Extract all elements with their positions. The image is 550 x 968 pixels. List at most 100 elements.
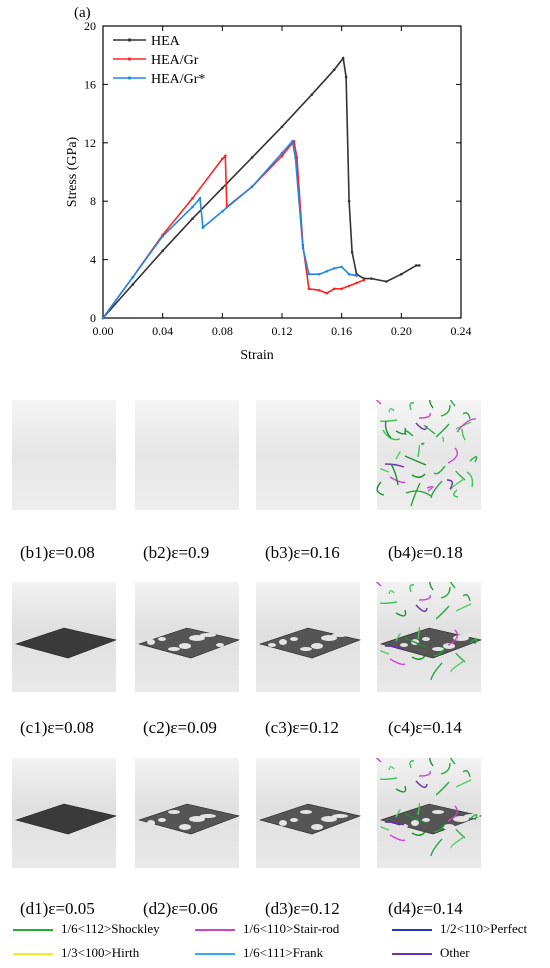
dislocation-line (379, 777, 398, 781)
legend-marker-2 (127, 76, 132, 80)
legend-label: 1/6<112>Shockley (61, 921, 160, 936)
series-point-1 (307, 287, 311, 291)
snapshot-b2 (131, 400, 243, 512)
legend-swatch (195, 929, 235, 932)
series-point-2 (347, 272, 351, 276)
snapshot-drawing (131, 400, 243, 512)
snapshot-drawing (258, 627, 362, 659)
x-tick-label: 0.04 (152, 324, 173, 338)
sheet-hole (189, 635, 205, 641)
dislocation-line (415, 780, 428, 789)
stress-strain-chart: 0.00 0.04 0.08 0.12 0.16 0.20 0.24 0 4 8 12 16 20 Str… (65, 19, 472, 363)
snapshot-drawing (258, 803, 362, 835)
series-point-2 (101, 316, 105, 320)
x-tick-label: 0.12 (272, 324, 293, 338)
snapshot-b1 (8, 400, 120, 512)
series-point-0 (161, 249, 164, 253)
graphene-sheet (258, 627, 362, 659)
dislocation-line (395, 609, 407, 617)
snapshot-caption: (b3)ε=0.16 (265, 543, 340, 562)
snapshot-caption: (d1)ε=0.05 (20, 899, 95, 918)
legend-label: 1/6<111>Frank (243, 945, 324, 960)
series-point-2 (317, 272, 321, 276)
snapshot-c3 (252, 582, 364, 694)
sheet-hole (332, 814, 348, 818)
sheet-hole (432, 647, 444, 651)
legend-marker-1 (127, 57, 132, 61)
snapshot-c4 (373, 582, 485, 694)
snapshot-caption: (c3)ε=0.12 (265, 718, 339, 737)
dislocation-line (380, 650, 390, 655)
dislocation-line (430, 838, 443, 857)
dislocation-line (395, 451, 401, 460)
dislocation-line (435, 605, 450, 620)
dislocation-line (390, 463, 399, 486)
dislocation-line (429, 400, 434, 409)
snapshot-caption: (b2)ε=0.9 (143, 543, 210, 562)
dislocation-line (395, 785, 407, 793)
legend-marker-0 (127, 38, 132, 42)
series-point-2 (201, 226, 205, 229)
dislocation-line (430, 662, 443, 681)
dislocation-line (441, 436, 445, 443)
dislocation-line (423, 424, 436, 435)
series-point-2 (198, 196, 202, 200)
dislocation-line (449, 582, 456, 589)
snapshot-b4 (373, 400, 485, 512)
sheet-hole (158, 818, 166, 822)
dislocation-line (405, 490, 432, 497)
sheet-hole (179, 824, 191, 830)
series-point-1 (340, 287, 343, 291)
dislocation-line (418, 770, 431, 777)
dislocation-line (380, 826, 390, 831)
legend-item: 1/6<112>Shockley (13, 921, 160, 937)
legend-swatch (13, 953, 53, 956)
dislocation-line (440, 586, 451, 599)
dislocation-line (410, 482, 421, 507)
dislocation-line (395, 427, 407, 435)
legend-label: 1/3<100>Hirth (61, 945, 140, 960)
sheet-hole (279, 820, 287, 826)
sheet-hole (432, 810, 444, 814)
series-point-0 (417, 264, 421, 267)
series-line-0 (102, 56, 420, 319)
snapshot-drawing (252, 400, 364, 512)
series-point-2 (221, 210, 224, 213)
dislocation-line (449, 400, 456, 407)
sheet-hole (290, 818, 298, 822)
dislocation-line (389, 834, 406, 842)
legend-item: 1/6<111>Frank (195, 945, 323, 961)
sheet-hole (200, 814, 216, 818)
x-tick-label: 0.20 (391, 324, 412, 338)
legend-swatch (392, 929, 432, 932)
series-point-2 (161, 234, 164, 238)
simulation-box (135, 400, 239, 510)
snapshot-caption: (c2)ε=0.09 (143, 718, 217, 737)
dislocation-line (433, 647, 446, 657)
dislocation-line (417, 803, 421, 816)
dislocation-line (409, 584, 415, 593)
dislocation-line (384, 463, 405, 468)
dislocation-line (376, 481, 385, 496)
series-line-2 (102, 139, 357, 319)
series-point-0 (350, 251, 354, 254)
snapshot-d2 (131, 758, 243, 870)
dislocation-line (411, 473, 426, 478)
dislocation-line (404, 455, 427, 466)
x-tick-label: 0.08 (212, 324, 233, 338)
y-tick-label: 0 (90, 311, 96, 325)
simulation-box (12, 400, 116, 510)
series-point-1 (221, 157, 224, 161)
dislocation-line (409, 402, 415, 411)
series-point-2 (307, 272, 311, 276)
snapshot-caption: (b4)ε=0.18 (388, 543, 463, 562)
sheet-hole (300, 810, 312, 814)
simulation-box (377, 400, 481, 510)
dislocation-line (382, 429, 401, 441)
dislocation-line (395, 809, 401, 818)
dislocation-line (415, 604, 428, 613)
graphene-sheet (14, 803, 118, 835)
y-tick-label: 12 (84, 136, 96, 150)
dislocation-line (450, 660, 465, 673)
dislocation-line (469, 456, 478, 463)
